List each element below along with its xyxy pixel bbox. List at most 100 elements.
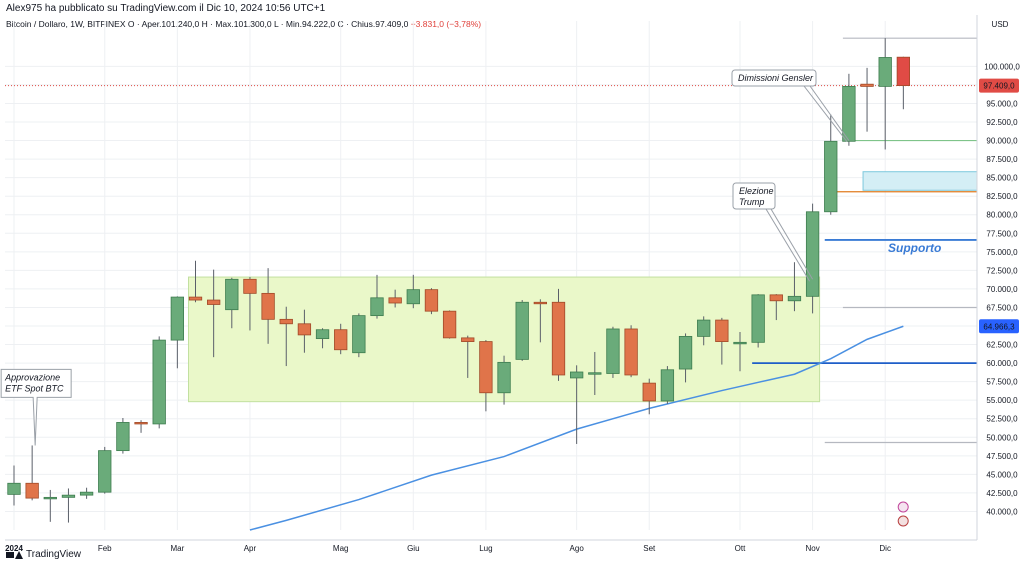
y-tick-label: 42.500,0 xyxy=(986,489,1018,498)
event-icon[interactable] xyxy=(897,501,909,513)
etf-callout-text: ETF Spot BTC xyxy=(5,383,64,393)
y-tick-label: 80.000,0 xyxy=(986,211,1018,220)
candle[interactable] xyxy=(61,494,76,498)
candle[interactable] xyxy=(642,382,656,402)
y-tick-label: 47.500,0 xyxy=(986,452,1018,461)
low-value: L · Min.94.222,0 xyxy=(273,19,336,29)
supporto-label: Supporto xyxy=(888,241,941,255)
y-tick-label: 55.000,0 xyxy=(986,396,1018,405)
candle[interactable] xyxy=(497,361,511,394)
x-tick-label: Apr xyxy=(244,544,257,553)
candle[interactable] xyxy=(805,211,820,297)
candle[interactable] xyxy=(842,86,856,142)
trump-callout xyxy=(732,182,776,210)
currency-label: USD xyxy=(992,20,1009,29)
candle[interactable] xyxy=(79,491,94,496)
candle[interactable] xyxy=(98,450,112,493)
candle[interactable] xyxy=(43,496,57,500)
candle[interactable] xyxy=(279,318,293,325)
candle[interactable] xyxy=(297,323,312,336)
trump-callout-text: Trump xyxy=(739,197,764,207)
candle[interactable] xyxy=(751,294,765,343)
candle[interactable] xyxy=(442,310,457,339)
candle[interactable] xyxy=(225,278,239,311)
candle[interactable] xyxy=(878,57,892,87)
change-value: −3.831,0 (−3,78%) xyxy=(410,19,482,29)
candle[interactable] xyxy=(370,297,384,317)
candle[interactable] xyxy=(206,299,221,305)
candle[interactable] xyxy=(787,295,802,302)
candle[interactable] xyxy=(588,372,602,375)
candle[interactable] xyxy=(334,329,348,351)
last-price-badge xyxy=(979,78,1019,93)
candle[interactable] xyxy=(243,278,257,294)
y-tick-label: 82.500,0 xyxy=(986,192,1018,201)
y-tick-label: 85.000,0 xyxy=(986,174,1018,183)
trump-pointer xyxy=(770,208,814,280)
candle[interactable] xyxy=(152,339,166,425)
gensler-pointer xyxy=(809,85,850,141)
y-tick-label: 87.500,0 xyxy=(986,155,1018,164)
y-tick-label: 50.000,0 xyxy=(986,433,1018,442)
flag-icon[interactable] xyxy=(897,515,909,527)
x-tick-label: Dic xyxy=(879,544,891,553)
candle[interactable] xyxy=(479,341,493,394)
trump-callout-text: Elezione xyxy=(739,186,774,196)
symbol-label[interactable]: Bitcoin / Dollaro, 1W, BITFINEX xyxy=(6,19,126,29)
candle[interactable] xyxy=(660,369,675,402)
x-tick-label: Giu xyxy=(407,544,419,553)
candle[interactable] xyxy=(406,289,420,305)
candle[interactable] xyxy=(715,319,729,342)
candle[interactable] xyxy=(25,482,39,499)
candle[interactable] xyxy=(315,329,330,340)
candle[interactable] xyxy=(170,296,185,341)
x-tick-label: Ott xyxy=(735,544,746,553)
y-tick-label: 57.500,0 xyxy=(986,378,1018,387)
candle[interactable] xyxy=(533,301,547,305)
x-tick-label: 2024 xyxy=(5,544,23,553)
y-tick-label: 72.500,0 xyxy=(986,266,1018,275)
x-tick-label: Lug xyxy=(479,544,492,553)
candle[interactable] xyxy=(824,140,838,213)
tradingview-brand[interactable]: TradingView xyxy=(6,549,81,560)
candle[interactable] xyxy=(515,301,529,360)
y-tick-label: 92.500,0 xyxy=(986,118,1018,127)
y-tick-label: 75.000,0 xyxy=(986,248,1018,257)
y-tick-label: 60.000,0 xyxy=(986,359,1018,368)
candle[interactable] xyxy=(188,296,203,301)
candle[interactable] xyxy=(551,301,566,376)
y-tick-label: 67.500,0 xyxy=(986,303,1018,312)
candle[interactable] xyxy=(697,319,711,337)
y-tick-label: 62.500,0 xyxy=(986,341,1018,350)
candle[interactable] xyxy=(424,289,439,312)
candle[interactable] xyxy=(860,83,874,87)
candle[interactable] xyxy=(606,328,620,374)
close-value: C · Chius.97.409,0 xyxy=(337,19,409,29)
candle[interactable] xyxy=(116,422,130,452)
candle[interactable] xyxy=(388,297,402,304)
candle[interactable] xyxy=(134,422,148,425)
trump-pointer xyxy=(765,208,811,282)
gensler-callout xyxy=(731,69,817,87)
y-tick-label: 45.000,0 xyxy=(986,470,1018,479)
candle[interactable] xyxy=(7,482,21,495)
candle[interactable] xyxy=(352,315,366,354)
candle[interactable] xyxy=(261,292,275,320)
moving-average-badge xyxy=(979,319,1019,334)
open-value: O · Aper.101.240,0 xyxy=(127,19,200,29)
author-line: Alex975 ha pubblicato su TradingView.com… xyxy=(6,3,326,14)
last-price-value: 97.409,0 xyxy=(983,82,1015,91)
candle[interactable] xyxy=(461,337,475,342)
cyan-zone xyxy=(862,171,978,191)
candle[interactable] xyxy=(733,341,747,345)
candle[interactable] xyxy=(570,371,584,379)
candle[interactable] xyxy=(678,335,693,370)
candle[interactable] xyxy=(624,328,638,376)
x-tick-label: Ago xyxy=(570,544,585,553)
candle[interactable] xyxy=(896,56,910,87)
high-value: H · Max.101.300,0 xyxy=(201,19,272,29)
tradingview-label: TradingView xyxy=(26,549,82,560)
candle[interactable] xyxy=(769,294,783,302)
x-tick-label: Mar xyxy=(170,544,184,553)
